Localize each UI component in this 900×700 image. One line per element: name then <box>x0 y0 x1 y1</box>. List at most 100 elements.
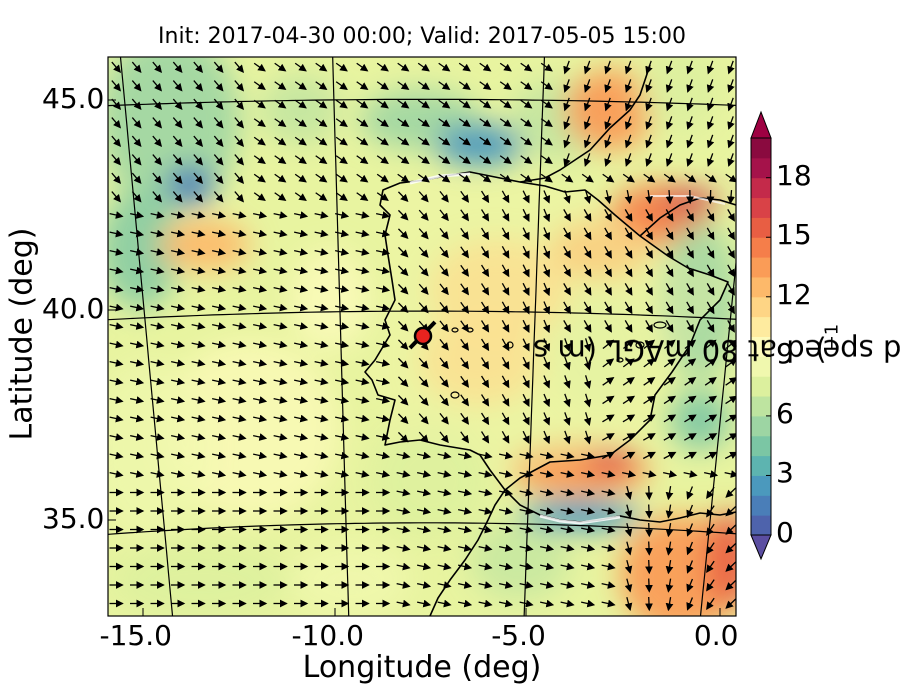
wind-arrow <box>560 488 575 497</box>
wind-arrow <box>460 264 470 277</box>
wind-arrow <box>542 430 551 445</box>
wind-arrow <box>131 117 142 129</box>
wind-arrow <box>501 301 510 315</box>
wind-arrow <box>522 319 530 334</box>
wind-arrow <box>663 451 677 460</box>
wind-arrow <box>131 172 142 184</box>
wind-arrow <box>314 266 329 275</box>
wind-arrow <box>684 433 697 441</box>
wind-arrow <box>273 248 288 256</box>
wind-arrow <box>458 62 471 72</box>
wind-arrow <box>643 395 656 405</box>
wind-arrow <box>355 470 370 478</box>
wind-arrow <box>273 470 288 478</box>
wind-arrow <box>437 599 452 608</box>
wind-arrow <box>418 228 429 240</box>
wind-arrow <box>417 562 432 571</box>
wind-arrow <box>542 190 551 204</box>
wind-arrow <box>686 320 694 333</box>
wind-arrow <box>499 136 512 146</box>
wind-arrow <box>706 79 715 93</box>
wind-arrow <box>152 154 163 166</box>
wind-arrow <box>130 359 145 367</box>
wind-arrow <box>706 116 715 130</box>
wind-arrow <box>563 153 571 167</box>
wind-arrow <box>704 377 717 386</box>
wind-arrow <box>355 451 370 460</box>
wind-arrow <box>501 190 510 204</box>
wind-arrow <box>624 320 633 333</box>
wind-arrow <box>601 525 616 534</box>
wind-arrow <box>563 412 571 426</box>
wind-arrow <box>355 414 370 423</box>
wind-arrow <box>665 283 674 296</box>
wind-arrow <box>684 414 697 423</box>
wind-arrow <box>150 377 165 386</box>
wind-arrow <box>294 211 309 219</box>
wind-arrow <box>478 544 493 552</box>
wind-arrow <box>376 322 391 330</box>
wind-arrow <box>706 301 715 315</box>
wind-arrow <box>663 395 677 405</box>
wind-arrow <box>645 320 653 333</box>
wind-arrow <box>294 155 307 164</box>
wind-arrow <box>478 507 493 515</box>
wind-arrow <box>706 209 715 222</box>
wind-arrow <box>665 522 674 538</box>
colorbar-segment <box>751 276 771 298</box>
wind-arrow <box>522 227 530 241</box>
wind-arrow <box>686 597 694 611</box>
wind-arrow <box>193 117 204 129</box>
wind-arrow <box>665 209 674 222</box>
parallel-line <box>108 98 736 107</box>
wind-arrow <box>172 98 183 110</box>
wind-arrow <box>314 322 329 330</box>
wind-arrow <box>356 136 369 146</box>
wind-arrow <box>314 303 329 312</box>
colorbar-segment <box>751 455 771 476</box>
wind-arrow <box>645 60 653 75</box>
wind-arrow <box>604 301 612 315</box>
wind-arrow <box>314 433 329 441</box>
wind-arrow <box>624 283 633 296</box>
wind-arrow <box>540 81 553 90</box>
wind-arrow <box>376 81 389 90</box>
meridian-line <box>119 57 174 616</box>
wind-arrow <box>191 359 206 367</box>
wind-arrow <box>725 433 736 441</box>
wind-arrow <box>725 414 736 423</box>
wind-arrow <box>232 377 247 386</box>
wind-arrow <box>437 488 452 497</box>
wind-arrow <box>522 245 530 260</box>
wind-arrow <box>294 99 307 109</box>
wind-arrow <box>130 470 145 478</box>
wind-arrow <box>480 264 490 278</box>
wind-arrow <box>232 248 247 256</box>
wind-arrow <box>397 173 410 183</box>
wind-arrow <box>704 414 718 423</box>
wind-arrow <box>253 414 268 423</box>
wind-arrow <box>273 433 288 441</box>
wind-arrow <box>522 412 530 426</box>
wind-arrow <box>560 507 575 515</box>
wind-arrow <box>604 227 612 241</box>
wind-arrow <box>397 357 409 369</box>
colorbar-segment <box>751 515 771 536</box>
wind-arrow <box>478 562 493 571</box>
wind-arrow <box>540 525 555 534</box>
wind-arrow <box>397 320 409 332</box>
colorbar-segment <box>751 237 771 258</box>
wind-arrow <box>725 377 736 386</box>
wind-arrow <box>232 285 247 293</box>
wind-arrow <box>522 430 530 445</box>
wind-arrow <box>624 60 633 75</box>
wind-arrow <box>152 191 163 203</box>
wind-arrow <box>704 451 718 460</box>
wind-arrow <box>560 562 575 571</box>
wind-arrow <box>273 377 288 386</box>
wind-arrow <box>458 507 473 515</box>
wind-arrow <box>253 433 268 441</box>
wind-arrow <box>561 173 574 183</box>
wind-arrow <box>111 191 122 203</box>
wind-arrow <box>232 396 247 404</box>
